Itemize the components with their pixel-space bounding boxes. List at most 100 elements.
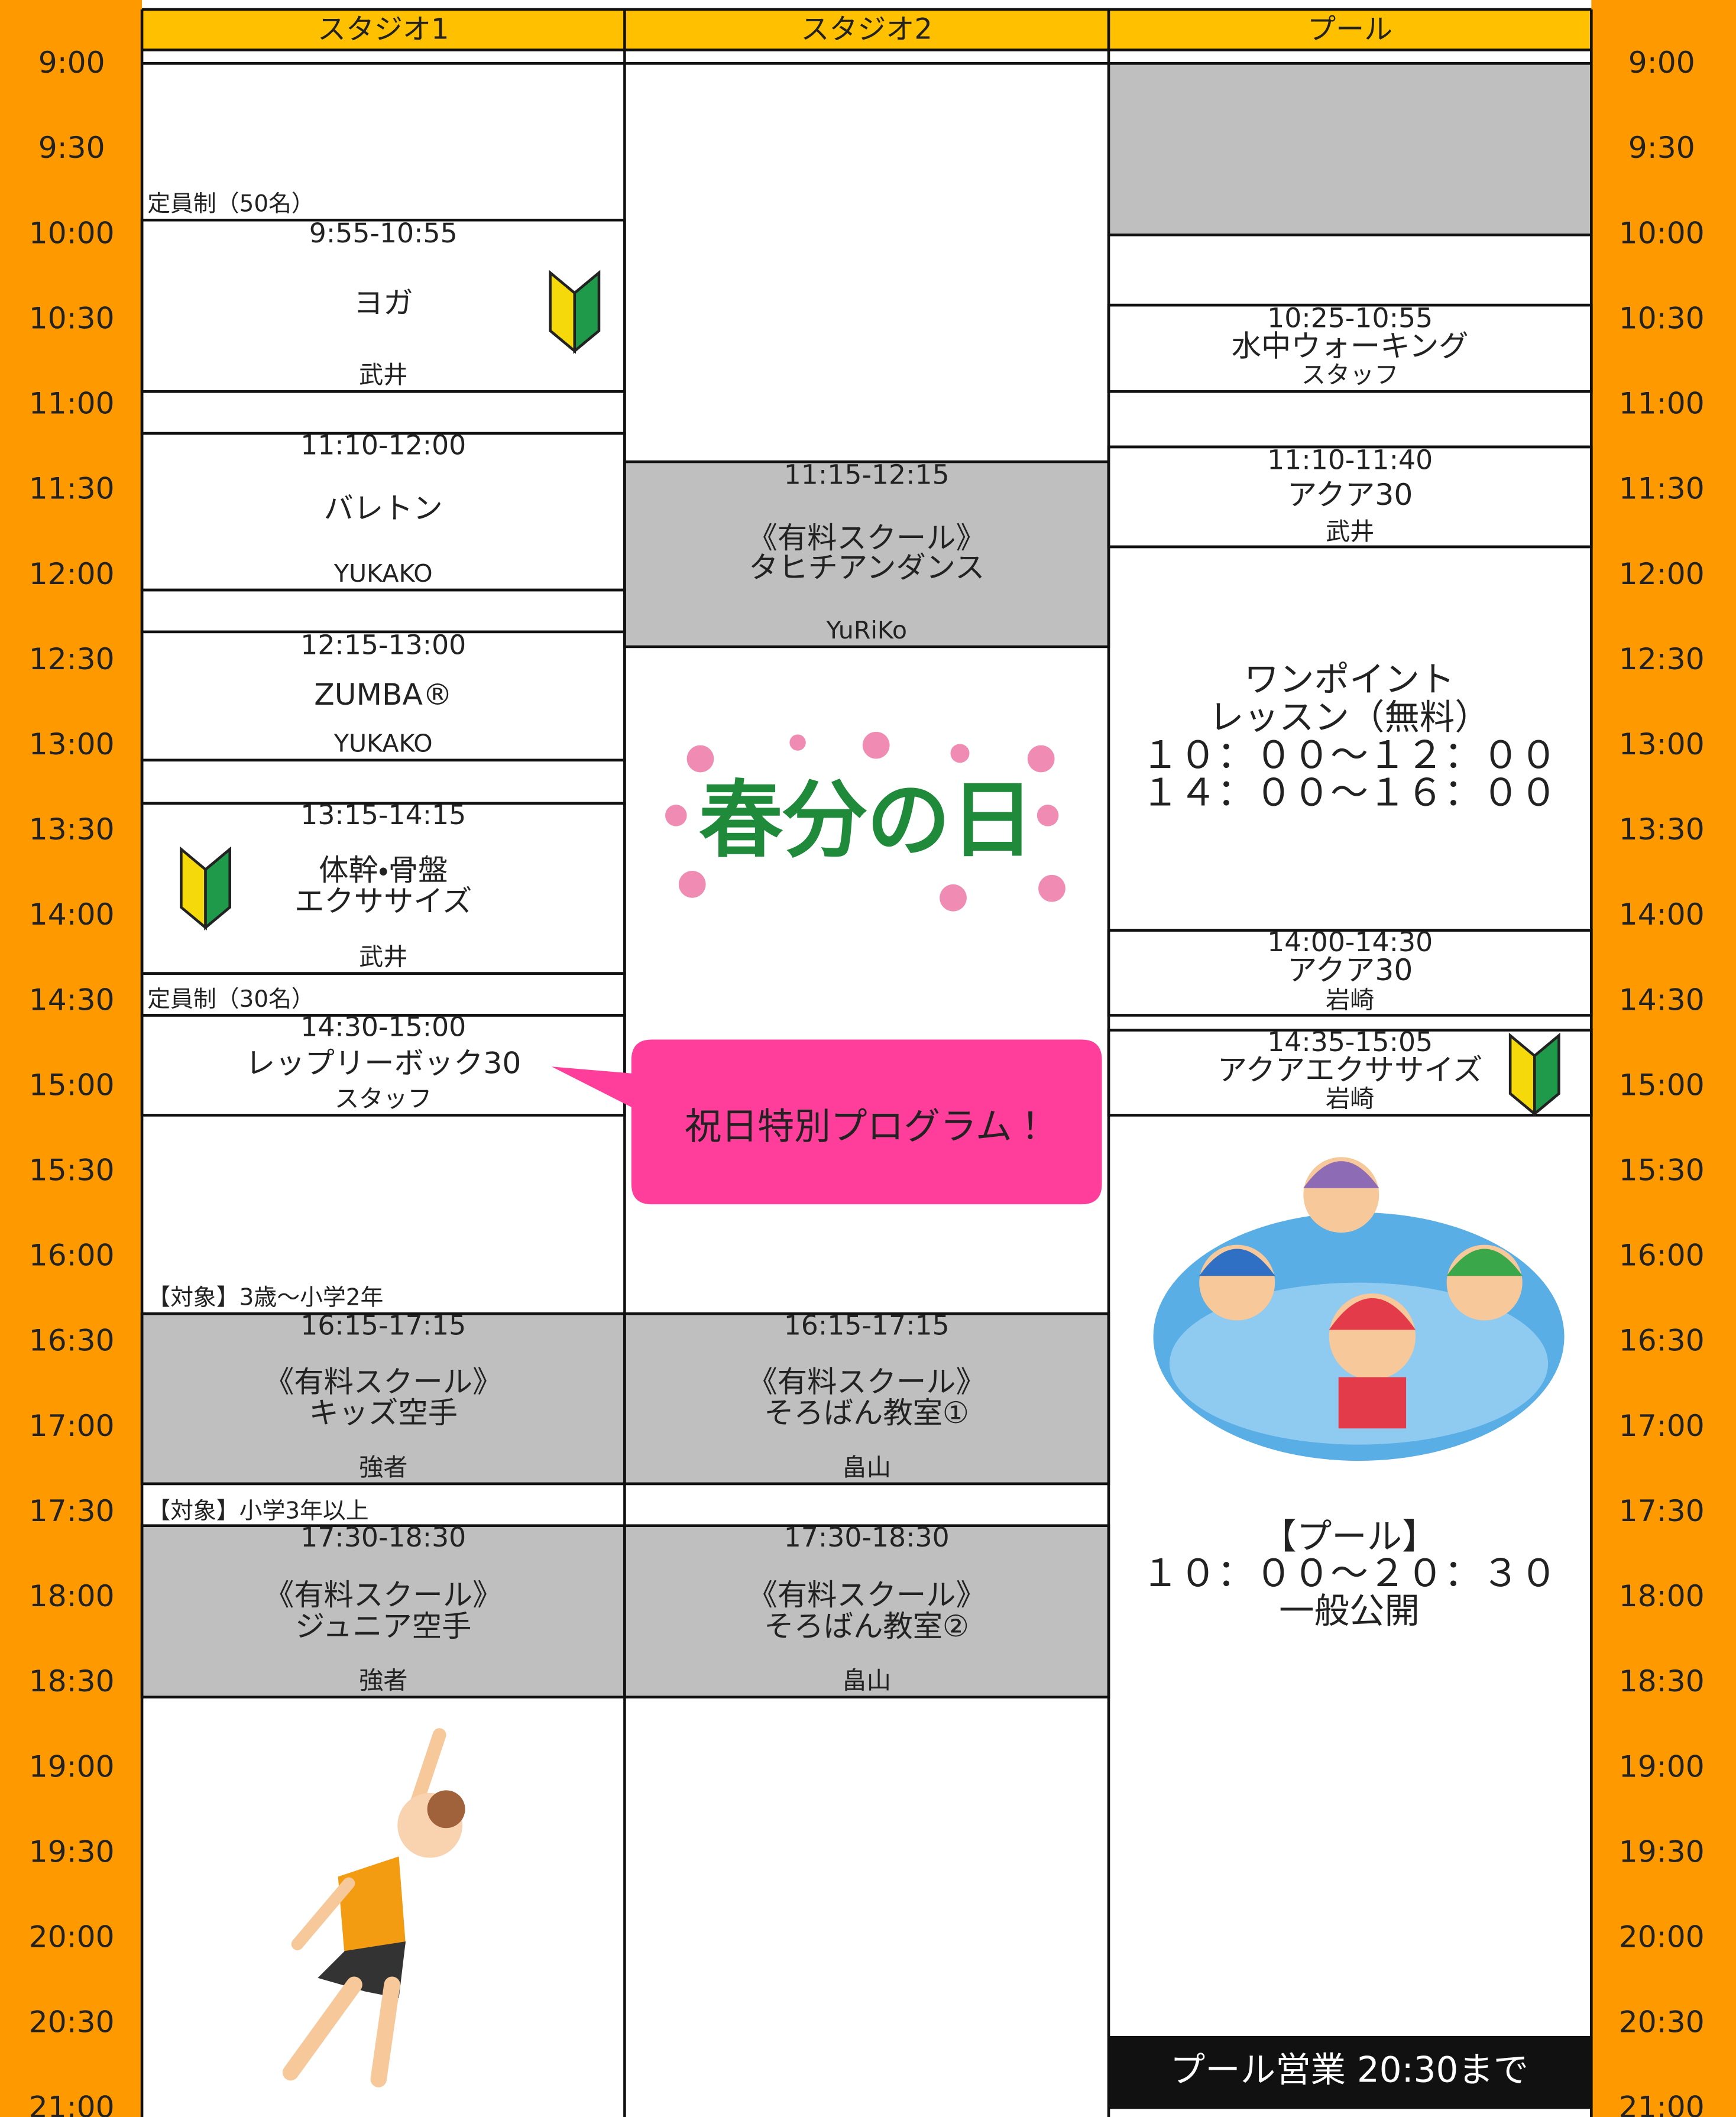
time-label: 10:00 <box>29 215 115 250</box>
time-label: 11:30 <box>29 471 115 506</box>
class-name: アクア30 <box>1287 952 1413 987</box>
beginner-mark <box>1533 1032 1560 1117</box>
class-block <box>623 1524 1110 1699</box>
time-label: 9:30 <box>38 130 105 165</box>
beginner-mark <box>204 846 232 931</box>
time-label: 16:30 <box>29 1323 115 1358</box>
capacity-note: 定員制（30名） <box>147 986 315 1013</box>
class-name: キッズ空手 <box>309 1395 458 1430</box>
time-label: 11:00 <box>1619 386 1705 421</box>
class-instructor: 武井 <box>1326 517 1374 546</box>
swim-illustration <box>1153 1157 1565 1461</box>
column-header: プール <box>1307 13 1392 46</box>
time-label: 14:30 <box>29 982 115 1017</box>
class-instructor: YUKAKO <box>333 559 433 588</box>
class-time: 14:30-15:00 <box>300 1012 466 1043</box>
time-label: 18:00 <box>1619 1578 1705 1613</box>
class-time: 17:30-18:30 <box>300 1522 466 1553</box>
class-instructor: スタッフ <box>1301 361 1399 389</box>
class-instructor: 岩崎 <box>1326 1084 1374 1113</box>
class-time: 16:15-17:15 <box>784 1309 950 1341</box>
time-label: 21:00 <box>1619 2090 1705 2117</box>
time-label: 17:30 <box>1619 1493 1705 1528</box>
time-label: 18:00 <box>29 1578 115 1613</box>
time-label: 14:30 <box>1619 982 1705 1017</box>
time-label: 17:00 <box>1619 1408 1705 1443</box>
class-name: ZUMBA® <box>314 677 452 712</box>
time-label: 12:00 <box>29 556 115 591</box>
beginner-mark <box>573 270 601 354</box>
class-block <box>623 1312 1110 1486</box>
class-name: そろばん教室① <box>764 1395 969 1430</box>
class-block <box>140 218 626 393</box>
class-time: 11:15-12:15 <box>784 459 950 491</box>
class-name: アクア30 <box>1287 477 1413 512</box>
class-block <box>623 460 1110 649</box>
class-block <box>1107 445 1593 549</box>
public-line: 【プール】 <box>1261 1517 1437 1558</box>
class-name: 《有料スクール》 <box>748 520 986 555</box>
time-label: 20:00 <box>29 1920 115 1954</box>
class-time: 9:55-10:55 <box>309 218 458 249</box>
time-label: 21:00 <box>29 2090 115 2117</box>
time-label: 11:00 <box>29 386 115 421</box>
class-name: 《有料スクール》 <box>748 1577 986 1612</box>
stretch-illustration <box>282 1728 465 2087</box>
class-time: 14:00-14:30 <box>1267 926 1433 958</box>
lesson-line: １４：００～１６：００ <box>1141 771 1557 815</box>
class-instructor: 岩崎 <box>1326 986 1374 1014</box>
time-label: 20:30 <box>29 2005 115 2040</box>
pool-banner: プール営業 20:30まで <box>1170 2050 1528 2091</box>
class-name: 体幹・骨盤 <box>319 852 448 887</box>
class-time: 13:15-14:15 <box>300 799 466 831</box>
class-time: 11:10-11:40 <box>1267 445 1433 476</box>
grid <box>140 8 1593 2117</box>
time-label: 12:00 <box>1619 556 1705 591</box>
time-label: 19:00 <box>1619 1749 1705 1784</box>
time-label: 15:00 <box>1619 1067 1705 1102</box>
class-name: 水中ウォーキング <box>1232 329 1469 364</box>
class-time: 16:15-17:15 <box>300 1309 466 1341</box>
class-time: 10:25-10:55 <box>1267 303 1433 334</box>
class-name: レップリーボック30 <box>245 1045 521 1080</box>
blocks <box>140 218 1593 1699</box>
time-label: 10:00 <box>1619 215 1705 250</box>
class-name: バレトン <box>324 491 443 526</box>
time-label: 12:30 <box>29 641 115 676</box>
capacity-note: 【対象】小学3年以上 <box>147 1497 368 1524</box>
time-label: 13:30 <box>1619 812 1705 847</box>
class-instructor: 武井 <box>359 361 407 389</box>
time-label: 13:30 <box>29 812 115 847</box>
time-label: 20:00 <box>1619 1920 1705 1954</box>
time-label: 19:00 <box>29 1749 115 1784</box>
closed-block <box>1109 63 1592 235</box>
public-line: 一般公開 <box>1279 1591 1420 1632</box>
class-instructor: 武井 <box>359 943 407 971</box>
time-label: 19:30 <box>29 1834 115 1869</box>
class-instructor: 強者 <box>359 1453 407 1481</box>
banner-bg <box>1109 2035 1592 2109</box>
class-name: ジュニア空手 <box>295 1609 471 1643</box>
class-instructor: 畠山 <box>843 1453 891 1481</box>
time-column-left <box>0 0 142 2117</box>
flowers <box>665 731 1065 912</box>
class-name: 《有料スクール》 <box>264 1364 502 1399</box>
capacity-note: 定員制（50名） <box>147 191 315 218</box>
class-name: タヒチアンダンス <box>749 550 984 585</box>
class-block <box>140 1014 626 1117</box>
time-label: 15:30 <box>1619 1153 1705 1188</box>
class-name: 《有料スクール》 <box>748 1364 986 1399</box>
time-label: 15:00 <box>29 1067 115 1102</box>
time-label: 19:30 <box>1619 1834 1705 1869</box>
callout-text: 祝日特別プログラム！ <box>685 1105 1048 1147</box>
time-label: 20:30 <box>1619 2005 1705 2040</box>
header-row <box>142 9 1592 50</box>
time-label: 13:00 <box>1619 727 1705 761</box>
time-label: 10:30 <box>1619 300 1705 335</box>
class-name: ヨガ <box>354 286 413 320</box>
public-line: １０：００～２０：３０ <box>1141 1552 1557 1596</box>
class-instructor: YuRiKo <box>825 616 907 644</box>
column-header: スタジオ2 <box>801 13 932 46</box>
